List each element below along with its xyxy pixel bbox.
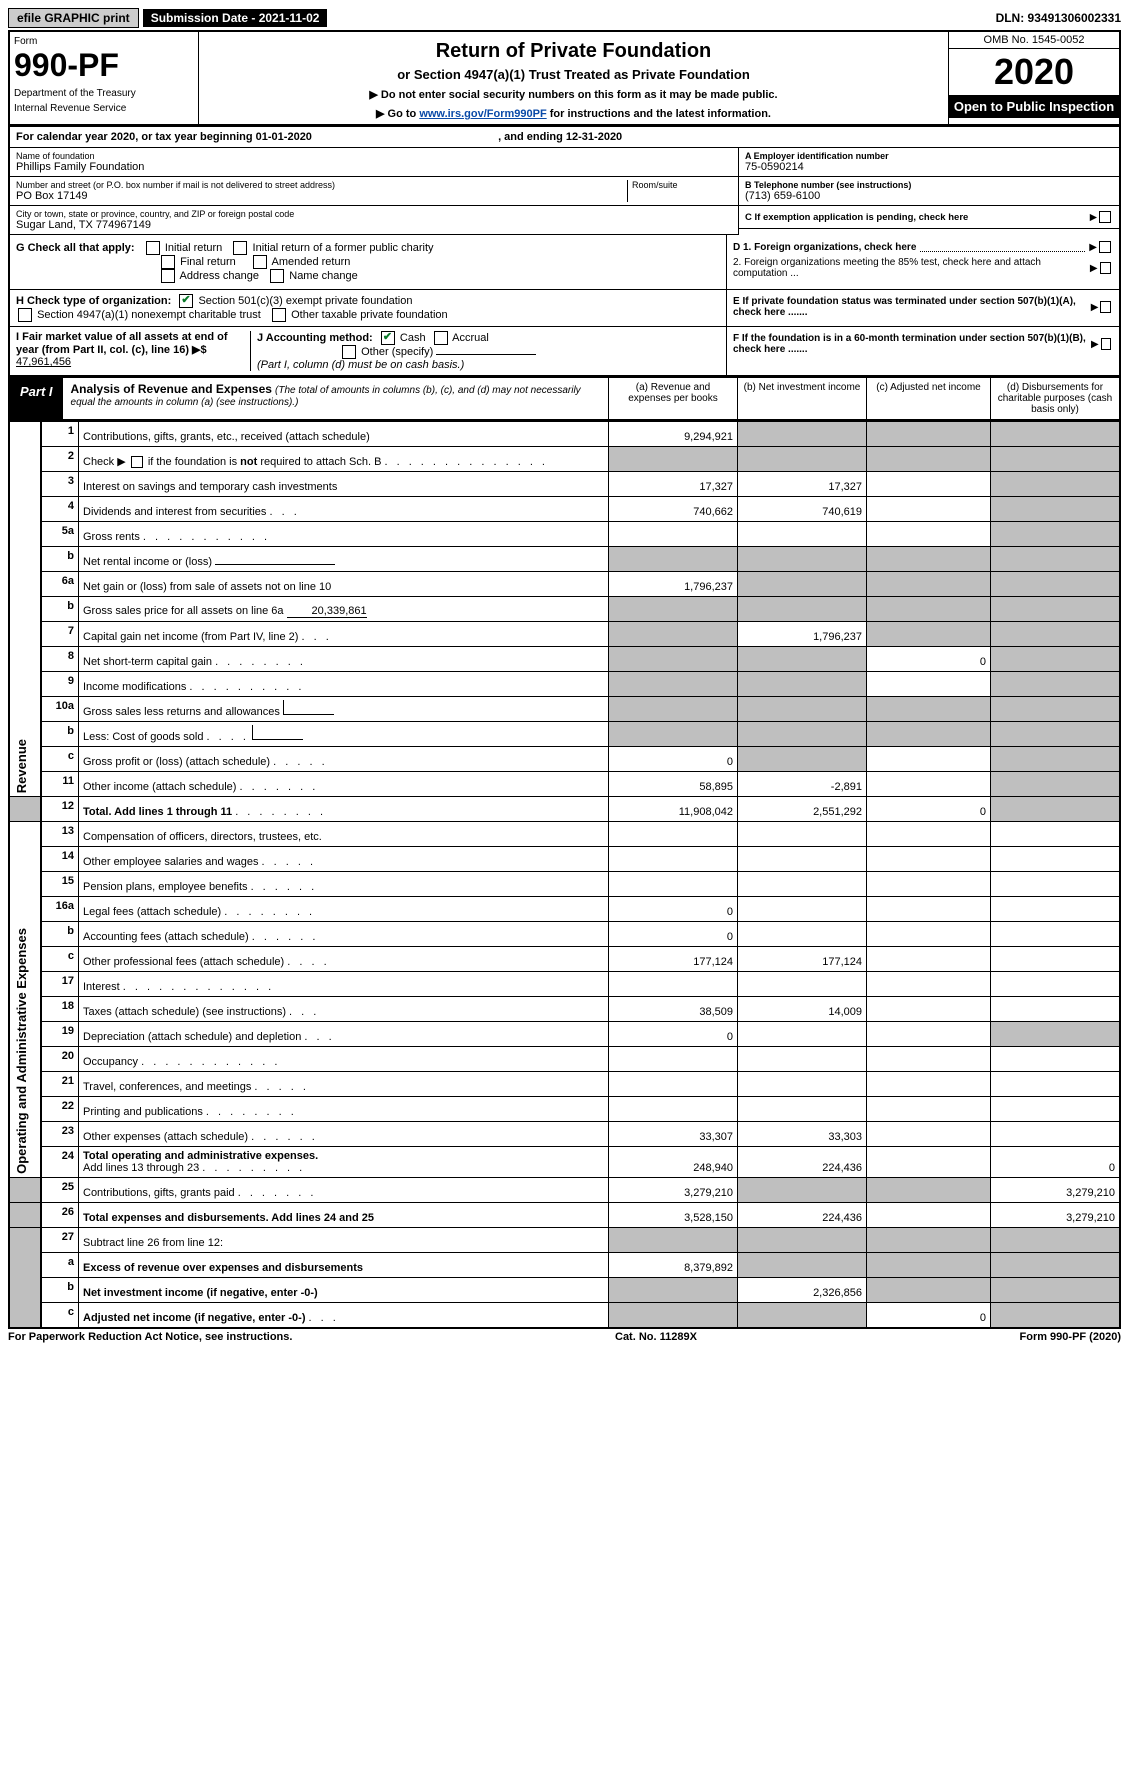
top-bar: efile GRAPHIC print Submission Date - 20… <box>8 8 1121 28</box>
ein-label: A Employer identification number <box>745 151 1113 161</box>
cb-other-taxable[interactable] <box>272 308 286 322</box>
c-checkbox[interactable] <box>1099 211 1111 223</box>
phone-value: (713) 659-6100 <box>745 190 1113 202</box>
e-label: E If private foundation status was termi… <box>733 296 1091 318</box>
part1-table: Revenue 1 Contributions, gifts, grants, … <box>8 421 1121 1329</box>
g-label: G Check all that apply: <box>16 242 135 254</box>
e-checkbox[interactable] <box>1100 301 1111 313</box>
open-public-badge: Open to Public Inspection <box>949 95 1119 118</box>
dept-treasury: Department of the Treasury <box>14 88 194 99</box>
d1-checkbox[interactable] <box>1099 241 1111 253</box>
side-revenue: Revenue <box>14 739 29 793</box>
d2-checkbox[interactable] <box>1100 262 1111 274</box>
col-b-head: (b) Net investment income <box>737 378 866 419</box>
j-label: J Accounting method: <box>257 332 373 344</box>
cb-address[interactable] <box>161 269 175 283</box>
footer-left: For Paperwork Reduction Act Notice, see … <box>8 1331 292 1343</box>
room-label: Room/suite <box>632 180 732 190</box>
form-header: Form 990-PF Department of the Treasury I… <box>8 30 1121 127</box>
section-i-j-f: I Fair market value of all assets at end… <box>8 327 1121 377</box>
footer-mid: Cat. No. 11289X <box>615 1331 697 1343</box>
name-label: Name of foundation <box>16 151 732 161</box>
i-label: I Fair market value of all assets at end… <box>16 331 228 356</box>
dept-irs: Internal Revenue Service <box>14 103 194 114</box>
cb-accrual[interactable] <box>434 331 448 345</box>
cb-sch-b[interactable] <box>131 456 143 468</box>
addr-value: PO Box 17149 <box>16 190 627 202</box>
calendar-year-row: For calendar year 2020, or tax year begi… <box>8 127 1121 148</box>
part1-label: Part I <box>10 378 63 419</box>
form-note-link: ▶ Go to www.irs.gov/Form990PF for instru… <box>203 107 944 120</box>
cb-initial[interactable] <box>146 241 160 255</box>
form-title: Return of Private Foundation <box>203 40 944 63</box>
col-a-head: (a) Revenue and expenses per books <box>608 378 737 419</box>
d2-label: 2. Foreign organizations meeting the 85%… <box>733 257 1090 279</box>
section-h-e: H Check type of organization: Section 50… <box>8 290 1121 327</box>
addr-label: Number and street (or P.O. box number if… <box>16 180 627 190</box>
footer-right: Form 990-PF (2020) <box>1020 1331 1121 1343</box>
i-value: 47,961,456 <box>16 356 71 368</box>
section-g-d: G Check all that apply: Initial return I… <box>8 235 1121 290</box>
cb-final[interactable] <box>161 255 175 269</box>
irs-link[interactable]: www.irs.gov/Form990PF <box>419 108 546 120</box>
cb-other-method[interactable] <box>342 345 356 359</box>
form-note-ssn: ▶ Do not enter social security numbers o… <box>203 88 944 101</box>
cb-4947[interactable] <box>18 308 32 322</box>
page-footer: For Paperwork Reduction Act Notice, see … <box>8 1329 1121 1345</box>
cb-cash[interactable] <box>381 331 395 345</box>
side-expenses: Operating and Administrative Expenses <box>14 928 29 1174</box>
foundation-name: Phillips Family Foundation <box>16 161 732 173</box>
cb-initial-former[interactable] <box>233 241 247 255</box>
omb-number: OMB No. 1545-0052 <box>949 32 1119 49</box>
part1-title: Analysis of Revenue and Expenses <box>71 382 272 396</box>
dln-label: DLN: 93491306002331 <box>996 11 1121 25</box>
cb-501c3[interactable] <box>179 294 193 308</box>
efile-button[interactable]: efile GRAPHIC print <box>8 8 139 28</box>
cb-amended[interactable] <box>253 255 267 269</box>
c-exempt-label: C If exemption application is pending, c… <box>745 212 968 223</box>
col-c-head: (c) Adjusted net income <box>866 378 990 419</box>
j-note: (Part I, column (d) must be on cash basi… <box>257 359 464 371</box>
part1-header: Part I Analysis of Revenue and Expenses … <box>8 377 1121 421</box>
phone-label: B Telephone number (see instructions) <box>745 180 1113 190</box>
tax-year: 2020 <box>949 49 1119 95</box>
city-value: Sugar Land, TX 774967149 <box>16 219 732 231</box>
info-row-1: Name of foundation Phillips Family Found… <box>8 148 1121 235</box>
h-label: H Check type of organization: <box>16 295 171 307</box>
city-label: City or town, state or province, country… <box>16 209 732 219</box>
cb-name-change[interactable] <box>270 269 284 283</box>
col-d-head: (d) Disbursements for charitable purpose… <box>990 378 1119 419</box>
form-number: 990-PF <box>14 47 194 84</box>
f-label: F If the foundation is in a 60-month ter… <box>733 333 1091 355</box>
ein-value: 75-0590214 <box>745 161 1113 173</box>
d1-label: D 1. Foreign organizations, check here <box>733 242 916 253</box>
f-checkbox[interactable] <box>1101 338 1111 350</box>
form-subtitle: or Section 4947(a)(1) Trust Treated as P… <box>203 67 944 82</box>
submission-date: Submission Date - 2021-11-02 <box>143 9 328 27</box>
form-label: Form <box>14 36 194 47</box>
